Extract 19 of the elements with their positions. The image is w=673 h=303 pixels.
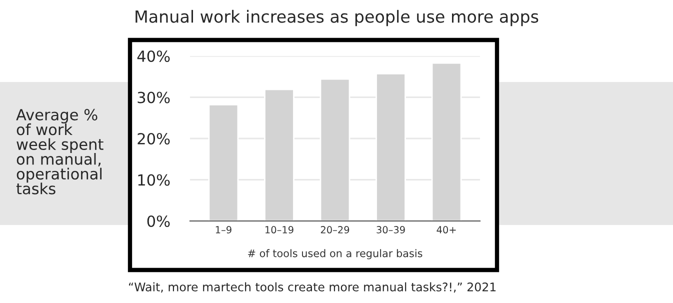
y-tick-label: 20% xyxy=(138,132,170,145)
y-axis-title: Average % of work week spent on manual, operational tasks xyxy=(16,108,104,194)
y-tick-label: 10% xyxy=(138,174,170,186)
x-tick-label: 1–9 xyxy=(216,226,232,234)
bar xyxy=(320,78,350,221)
text: “Wait, more martech tools create more manual tasks?!,” 2021 xyxy=(129,282,496,293)
y-tick-label: 30% xyxy=(138,92,170,104)
x-tick-label: 20–29 xyxy=(320,226,350,234)
x-axis-title: # of tools used on a regular basis xyxy=(248,249,422,260)
y-tick-label: 40% xyxy=(137,50,170,62)
chart-title: Manual work increases as people use more apps xyxy=(136,10,538,26)
y-tick-label: 0% xyxy=(147,215,170,228)
x-tick-label: 30–39 xyxy=(376,226,405,234)
bar xyxy=(208,104,239,221)
bar xyxy=(264,88,294,221)
bar xyxy=(376,73,406,221)
x-tick-label: 10–19 xyxy=(265,226,294,234)
x-tick-label: 40+ xyxy=(436,226,456,234)
bar xyxy=(431,62,462,221)
